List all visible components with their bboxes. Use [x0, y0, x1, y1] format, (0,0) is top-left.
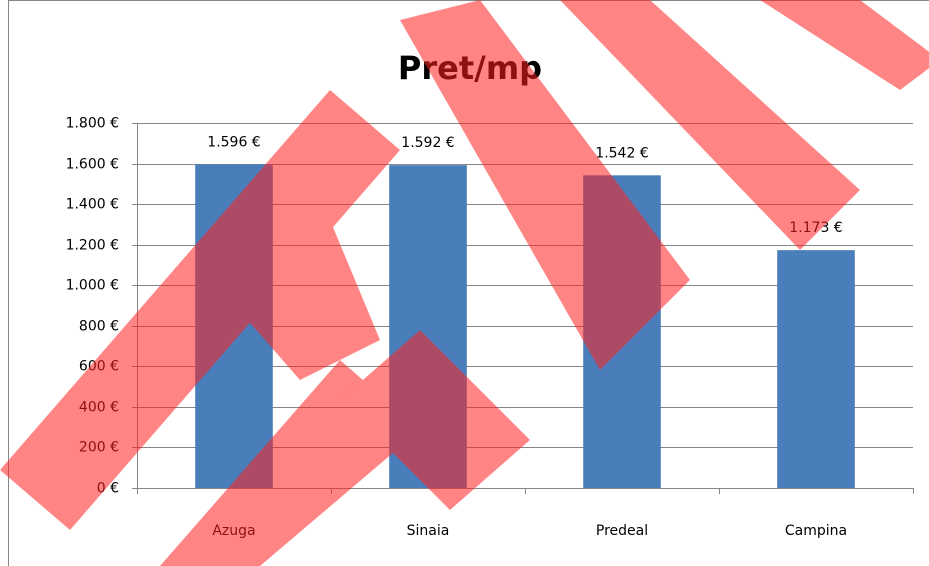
- y-tick-label: 1.000 €: [66, 278, 119, 294]
- y-tick-label: 1.200 €: [66, 238, 119, 254]
- x-tick-label: Sinaia: [407, 523, 450, 539]
- y-tick-label: 1.400 €: [66, 197, 119, 213]
- watermark-stroke: [340, 330, 530, 510]
- y-tick-label: 1.600 €: [66, 157, 119, 173]
- watermark-stroke: [760, 0, 929, 90]
- watermark-stroke: [560, 0, 860, 250]
- data-label: 1.592 €: [401, 135, 454, 151]
- y-tick-label: 1.800 €: [66, 116, 119, 132]
- data-label: 1.542 €: [595, 145, 648, 161]
- watermark-stroke: [0, 90, 400, 530]
- data-label: 1.596 €: [207, 134, 260, 150]
- x-tick-label: Campina: [785, 523, 847, 539]
- watermark-stroke: [400, 0, 690, 370]
- bar: [777, 250, 855, 488]
- x-tick-label: Predeal: [596, 523, 648, 539]
- y-tick-label: 800 €: [79, 319, 119, 335]
- watermark-stroke: [230, 220, 380, 380]
